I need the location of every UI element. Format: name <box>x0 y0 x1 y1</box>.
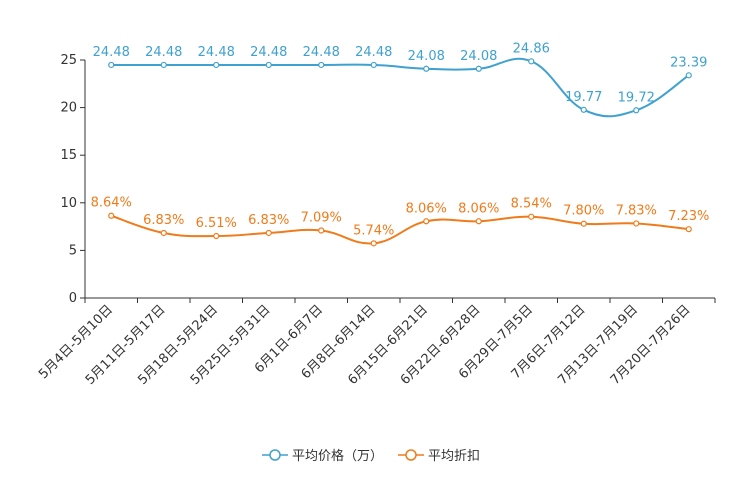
data-point[interactable] <box>528 58 535 65</box>
y-tick-label: 0 <box>69 291 77 306</box>
series-line-1 <box>111 57 690 118</box>
axes: 05101520255月4日-5月10日5月11日-5月17日5月18日-5月2… <box>36 53 716 388</box>
data-point[interactable] <box>265 61 272 69</box>
data-label: 19.72 <box>618 90 655 105</box>
data-label: 6.83% <box>248 213 289 228</box>
data-point[interactable] <box>370 240 377 247</box>
legend-marker-icon <box>405 449 417 461</box>
data-label: 24.48 <box>93 45 130 60</box>
data-point[interactable] <box>633 220 640 227</box>
data-point[interactable] <box>160 61 167 69</box>
legend-item-2[interactable]: 平均折扣 <box>398 449 480 464</box>
data-point[interactable] <box>528 213 535 220</box>
data-label: 7.23% <box>668 209 709 224</box>
data-point[interactable] <box>475 65 482 72</box>
series-lines <box>108 57 692 247</box>
data-label: 5.74% <box>353 223 394 238</box>
legend-label: 平均折扣 <box>428 449 480 464</box>
data-point[interactable] <box>213 232 220 240</box>
data-label: 24.86 <box>513 41 550 56</box>
legend-marker-icon <box>269 449 281 461</box>
data-point[interactable] <box>685 72 692 79</box>
legend-label: 平均价格（万） <box>292 448 383 464</box>
data-label: 24.48 <box>303 45 340 60</box>
data-label: 8.54% <box>511 197 552 212</box>
data-label: 24.48 <box>355 45 392 60</box>
y-tick-label: 5 <box>69 243 77 258</box>
data-label: 8.06% <box>458 201 499 216</box>
data-point[interactable] <box>108 61 115 69</box>
data-label: 24.48 <box>198 45 235 60</box>
data-point[interactable] <box>213 61 220 69</box>
data-point[interactable] <box>160 229 167 237</box>
data-point[interactable] <box>318 61 325 69</box>
data-label: 23.39 <box>670 55 707 70</box>
data-point[interactable] <box>685 226 692 233</box>
data-labels: 24.48 24.48 24.48 24.48 24.48 24.48 24.08 24.08… <box>91 41 710 238</box>
data-label: 24.48 <box>250 45 287 60</box>
data-label: 7.83% <box>616 203 657 218</box>
y-tick-label: 20 <box>60 101 77 116</box>
y-tick-label: 10 <box>60 196 77 211</box>
y-tick-label: 15 <box>60 148 77 163</box>
data-label: 24.08 <box>408 49 445 64</box>
data-label: 24.48 <box>145 45 182 60</box>
series-line-2 <box>110 214 689 245</box>
data-point[interactable] <box>580 106 587 113</box>
data-point[interactable] <box>633 107 640 114</box>
legend-item-1[interactable]: 平均价格（万） <box>262 448 383 464</box>
data-label: 24.08 <box>460 49 497 64</box>
data-point[interactable] <box>580 220 587 227</box>
data-label: 8.06% <box>406 201 447 216</box>
data-label: 19.77 <box>565 90 602 105</box>
data-label: 6.51% <box>196 216 237 231</box>
data-point[interactable] <box>475 218 482 225</box>
data-label: 7.09% <box>301 211 342 226</box>
y-tick-label: 25 <box>60 53 77 68</box>
data-point[interactable] <box>370 61 377 69</box>
data-point[interactable] <box>108 212 115 219</box>
data-label: 7.80% <box>563 204 604 219</box>
data-point[interactable] <box>318 227 325 234</box>
data-label: 6.83% <box>143 213 184 228</box>
data-point[interactable] <box>423 218 430 225</box>
data-point[interactable] <box>265 229 272 237</box>
data-label: 8.64% <box>91 196 132 211</box>
legend[interactable]: 平均价格（万） 平均折扣 <box>262 448 480 464</box>
data-point[interactable] <box>423 65 430 72</box>
